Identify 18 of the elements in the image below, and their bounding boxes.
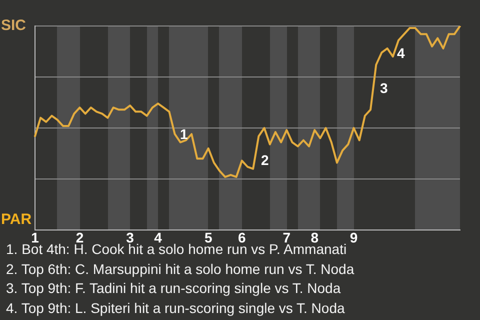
x-tick-label: 6 — [238, 229, 246, 246]
x-tick-label: 1 — [31, 229, 40, 246]
x-tick-label: 4 — [154, 229, 162, 246]
text: 4. Top 9th: L. Spiteri hit a run-scoring single vs T. Noda — [6, 298, 346, 318]
x-tick-label: 8 — [310, 229, 319, 246]
annotation: 4 — [397, 45, 405, 61]
x-tick-label: 9 — [350, 229, 358, 246]
annotation: 2 — [261, 152, 269, 168]
text: 2. Top 6th: C. Marsuppini hit a solo home run vs T. Noda — [6, 260, 354, 279]
annotation: 1 — [180, 126, 188, 142]
x-tick-label: 2 — [76, 229, 84, 246]
annotation: 3 — [380, 80, 388, 96]
text: SIC — [1, 17, 26, 34]
text: PAR — [1, 211, 32, 228]
x-tick-label: 7 — [282, 229, 291, 246]
text: 3. Top 9th: F. Tadini hit a run-scoring single vs T. Noda — [6, 279, 342, 298]
x-tick-label: 5 — [204, 229, 212, 246]
x-tick-label: 3 — [126, 229, 134, 246]
